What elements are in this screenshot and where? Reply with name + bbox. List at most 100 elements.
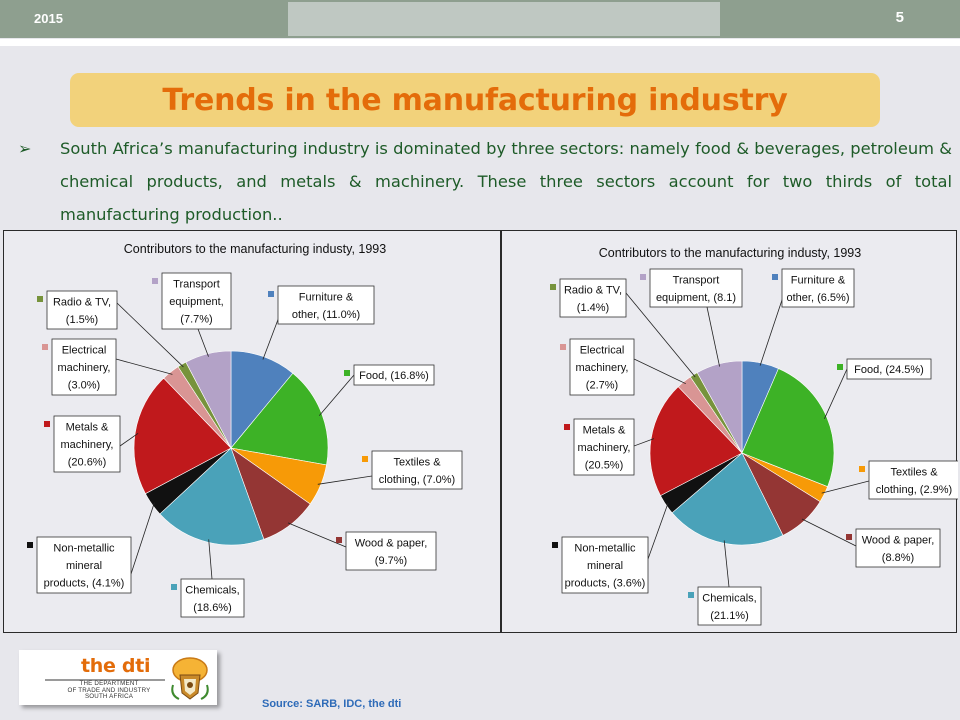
legend-key-food <box>344 370 350 376</box>
label-box-metals <box>573 418 635 476</box>
top-bar: 2015 5 <box>0 0 960 38</box>
label-text-furniture: Furniture & <box>299 291 354 303</box>
legend-key-electrical <box>42 344 48 350</box>
pie-labels: Furniture & other, (11.0%) Food, (16.8%) Te… <box>27 272 463 618</box>
legend-key-transport <box>152 278 158 284</box>
label-text-wood: (8.8%) <box>882 552 914 564</box>
label-text-radio: (1.4%) <box>577 302 609 314</box>
leader-line-electrical <box>115 358 173 375</box>
label-text-furniture: Furniture & <box>791 274 846 286</box>
label-text-textiles: clothing, (2.9%) <box>876 484 952 496</box>
leader-line-furniture <box>759 290 786 366</box>
logo-rule <box>45 679 165 681</box>
logo-subtitle-2: OF TRADE AND INDUSTRY <box>67 686 151 694</box>
label-text-nonmetallic: mineral <box>66 560 102 572</box>
label-text-chemicals: Chemicals, <box>185 584 239 596</box>
slide-year: 2015 <box>34 11 63 26</box>
legend-key-radio <box>550 284 556 290</box>
label-text-electrical: Electrical <box>62 345 107 357</box>
bullet-paragraph: ➢ South Africa’s manufacturing industry … <box>18 132 952 231</box>
label-text-transport: equipment, (8.1) <box>656 292 736 304</box>
label-text-food: Food, (24.5%) <box>854 364 924 376</box>
leader-line-nonmetallic <box>647 502 669 560</box>
leader-line-wood <box>801 518 857 547</box>
legend-key-metals <box>44 421 50 427</box>
label-box-metals <box>53 415 121 473</box>
label-box-transport <box>649 268 743 308</box>
label-box-food <box>846 358 932 380</box>
leader-line-wood <box>287 522 347 548</box>
label-box-radio <box>46 290 118 330</box>
label-text-nonmetallic: Non-metallic <box>53 543 115 555</box>
label-text-transport: Transport <box>673 274 720 286</box>
label-text-wood: (9.7%) <box>375 555 407 567</box>
label-text-metals: Metals & <box>583 425 626 437</box>
pie-slices <box>649 360 835 546</box>
label-text-metals: Metals & <box>66 422 109 434</box>
pie-labels: Furniture & other, (6.5%) Food, (24.5%) Tex… <box>550 268 958 626</box>
label-text-nonmetallic: mineral <box>587 560 623 572</box>
leader-line-chemicals <box>723 540 730 588</box>
label-text-transport: equipment, <box>169 296 223 308</box>
leader-line-nonmetallic <box>130 502 155 575</box>
label-box-textiles <box>371 450 463 490</box>
label-text-transport: Transport <box>173 279 220 291</box>
label-text-textiles: clothing, (7.0%) <box>379 474 455 486</box>
label-box-wood <box>855 528 941 568</box>
label-text-radio: Radio & TV, <box>564 284 622 296</box>
leader-line-food <box>824 368 848 419</box>
logo-name: the dti <box>81 655 151 677</box>
label-text-textiles: Textiles & <box>890 466 938 478</box>
label-text-nonmetallic: Non-metallic <box>574 543 636 555</box>
leader-line-chemicals <box>208 539 213 580</box>
label-text-radio: (1.5%) <box>66 314 98 326</box>
chart-title: Contributors to the manufacturing indust… <box>124 242 386 256</box>
label-text-metals: (20.5%) <box>585 460 624 472</box>
label-box-electrical <box>51 338 117 396</box>
label-text-electrical: (2.7%) <box>586 380 618 392</box>
legend-key-textiles <box>362 456 368 462</box>
label-text-chemicals: (21.1%) <box>710 610 749 622</box>
divider <box>0 39 960 46</box>
logo-subtitle: THE DEPARTMENT OF TRADE AND INDUSTRY SOU… <box>49 680 169 701</box>
label-box-nonmetallic <box>36 536 132 594</box>
label-text-electrical: Electrical <box>580 345 625 357</box>
chart-panel-right: Contributors to the manufacturing indust… <box>501 230 958 633</box>
legend-key-chemicals <box>688 592 694 598</box>
label-text-nonmetallic: products, (3.6%) <box>565 578 646 590</box>
label-box-wood <box>345 531 437 571</box>
pie-slice-food <box>230 372 329 466</box>
legend-key-food <box>837 364 843 370</box>
label-text-textiles: Textiles & <box>393 456 441 468</box>
leader-line-transport <box>706 306 720 367</box>
bullet-text: South Africa’s manufacturing industry is… <box>60 139 952 224</box>
leader-line-radio <box>116 302 184 368</box>
legend-key-furniture <box>772 274 778 280</box>
chart-title: Contributors to the manufacturing indust… <box>599 246 861 260</box>
pie-slice-food <box>741 368 835 488</box>
label-text-wood: Wood & paper, <box>862 534 935 546</box>
dti-logo: the dti THE DEPARTMENT OF TRADE AND INDU… <box>19 650 217 705</box>
label-text-metals: machinery, <box>61 439 114 451</box>
top-bar-center-block <box>288 2 720 36</box>
label-box-textiles <box>868 460 958 500</box>
logo-subtitle-1: THE DEPARTMENT <box>79 680 139 687</box>
label-text-furniture: other, (6.5%) <box>787 292 850 304</box>
legend-key-metals <box>564 424 570 430</box>
label-box-transport <box>161 272 232 330</box>
label-text-electrical: machinery, <box>576 362 629 374</box>
leader-line-textiles <box>821 480 870 494</box>
chart-panel-left: Contributors to the manufacturing indust… <box>3 230 501 633</box>
legend-key-furniture <box>268 291 274 297</box>
pie-chart-right: Contributors to the manufacturing indust… <box>550 246 958 626</box>
label-text-chemicals: Chemicals, <box>702 592 756 604</box>
label-box-food <box>353 364 435 386</box>
label-text-furniture: other, (11.0%) <box>292 309 360 321</box>
legend-key-electrical <box>560 344 566 350</box>
legend-key-textiles <box>859 466 865 472</box>
legend-key-transport <box>640 274 646 280</box>
legend-key-wood <box>336 537 342 543</box>
legend-key-chemicals <box>171 584 177 590</box>
leader-line-electrical <box>633 358 686 385</box>
legend-key-wood <box>846 534 852 540</box>
